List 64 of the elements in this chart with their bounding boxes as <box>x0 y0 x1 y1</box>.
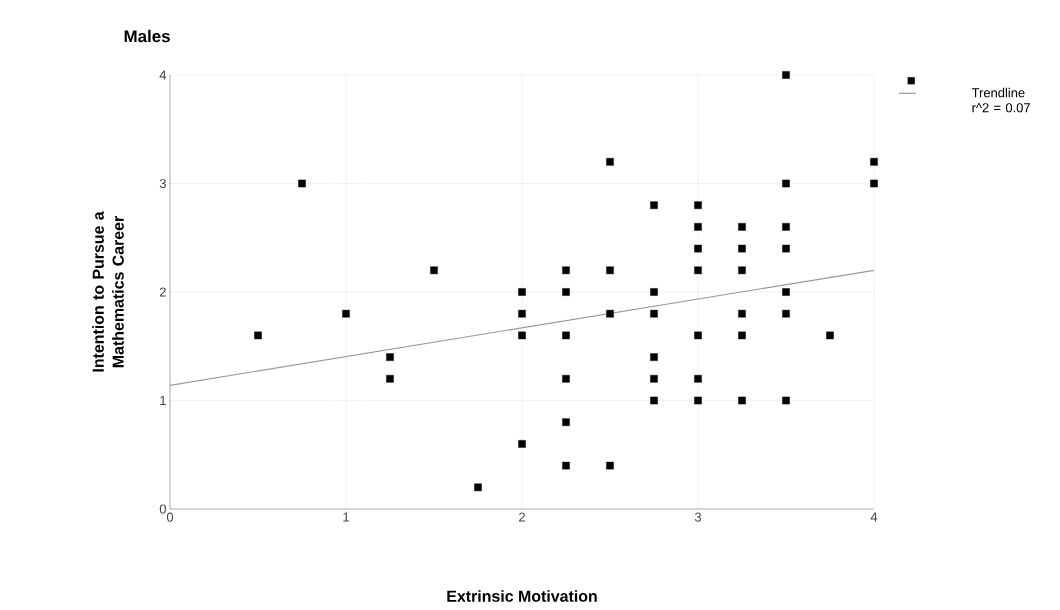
text: Trendline r^2 = 0.07 <box>971 87 1030 113</box>
point <box>562 418 570 426</box>
point <box>518 331 526 340</box>
point <box>782 179 790 188</box>
point <box>606 158 614 166</box>
point <box>782 288 790 296</box>
point <box>518 288 526 296</box>
point <box>782 244 790 253</box>
point <box>694 244 702 253</box>
point <box>342 309 350 318</box>
x-tick-label: 3 <box>694 512 702 522</box>
point <box>650 309 658 318</box>
chart-title: Males <box>124 29 170 43</box>
point <box>562 266 570 275</box>
point <box>386 353 394 361</box>
y-tick-label: 2 <box>159 287 166 297</box>
point <box>738 331 746 340</box>
point <box>518 440 526 448</box>
point <box>738 266 746 275</box>
point <box>694 266 702 275</box>
point <box>870 158 878 166</box>
point <box>738 223 746 231</box>
point <box>782 309 790 318</box>
point <box>298 179 306 188</box>
point <box>562 331 570 340</box>
x-tick-label: 0 <box>166 512 174 522</box>
point <box>254 331 262 340</box>
point <box>738 244 746 253</box>
point <box>738 309 746 318</box>
point <box>606 461 614 470</box>
point <box>694 375 702 383</box>
point <box>518 309 526 318</box>
point <box>430 266 438 275</box>
point <box>870 179 878 188</box>
y-tick-label: 1 <box>160 396 166 405</box>
point <box>606 266 614 275</box>
x-tick-label: 1 <box>343 512 349 522</box>
y-tick-label: 4 <box>159 70 167 80</box>
y-axis-title: Intention to Pursue a Mathematics Career <box>92 211 124 372</box>
point <box>694 331 702 340</box>
point <box>826 331 834 340</box>
point <box>650 375 658 383</box>
point <box>782 396 790 405</box>
point <box>650 201 658 209</box>
point <box>694 396 702 405</box>
point <box>782 71 790 79</box>
y-tick-label: 0 <box>159 504 166 514</box>
point <box>562 461 570 470</box>
point <box>606 309 614 318</box>
point <box>650 353 658 361</box>
x-tick-label: 2 <box>519 512 525 522</box>
point <box>474 483 482 492</box>
x-axis-title: Extrinsic Motivation <box>447 590 597 602</box>
point <box>694 201 702 209</box>
x-tick-label: 4 <box>870 512 878 522</box>
point <box>738 396 746 405</box>
point <box>650 396 658 405</box>
point <box>694 223 702 231</box>
point <box>386 375 394 383</box>
point <box>562 288 570 296</box>
y-tick-label: 3 <box>159 178 166 189</box>
point <box>650 288 658 296</box>
point <box>782 223 790 231</box>
point <box>562 375 570 383</box>
